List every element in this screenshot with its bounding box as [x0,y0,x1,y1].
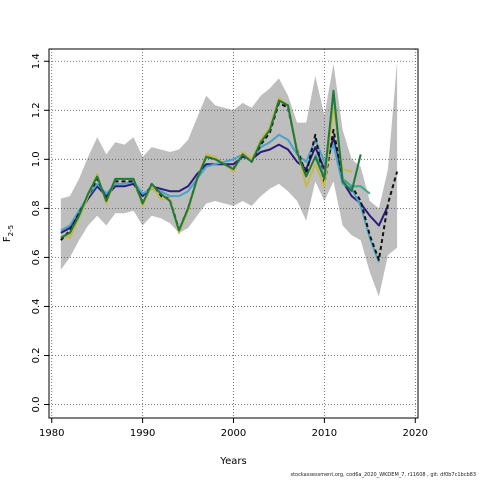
y-tick-label: 0.0 [31,397,42,413]
y-axis-label-subscript: 2-5 [7,225,15,236]
confidence-band-layer [60,61,398,297]
y-axis: 0.0 0.2 0.4 0.6 0.8 1.0 1.2 1.4 [31,53,49,412]
y-tick-label: 0.2 [31,348,42,364]
y-axis-label-main: F [2,236,13,242]
x-axis: 1980 1990 2000 2010 2020 [39,418,428,439]
x-axis-label: Years [219,456,246,467]
y-tick-label: 0.4 [31,298,42,314]
x-tick-label: 2020 [403,428,428,439]
x-tick-label: 1980 [39,428,64,439]
series-line [60,89,362,239]
y-tick-label: 1.4 [31,53,42,69]
x-tick-label: 2010 [312,428,337,439]
y-axis-label: F2-5 [2,225,15,242]
x-tick-label: 1990 [130,428,155,439]
y-tick-label: 1.2 [31,102,42,118]
confidence-band [60,61,398,297]
x-tick-label: 2000 [221,428,246,439]
y-tick-label: 1.0 [31,151,42,167]
series-layer [60,89,399,263]
y-tick-label: 0.6 [31,249,42,265]
footer-source: stockassessment.org, cod6a_2020_WKDEM_7,… [290,472,476,478]
y-tick-label: 0.8 [31,200,42,216]
